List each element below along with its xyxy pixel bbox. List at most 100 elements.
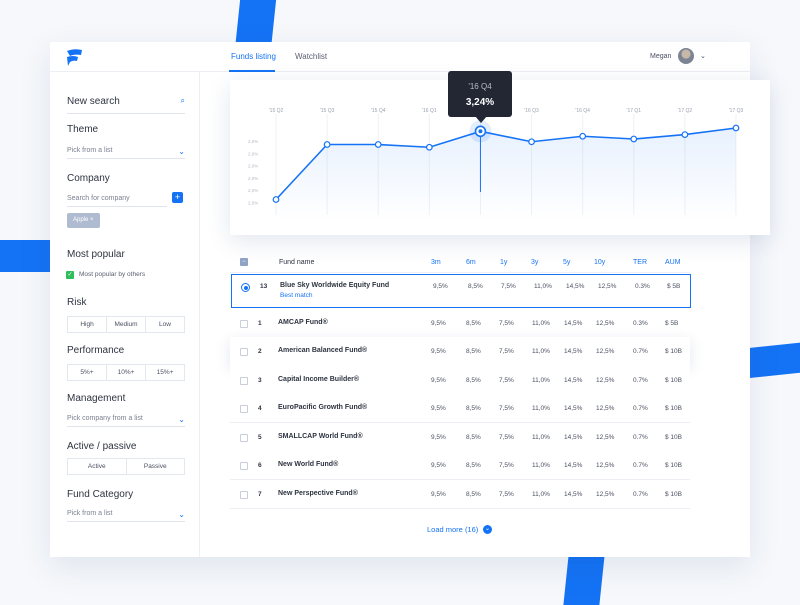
avatar[interactable] xyxy=(678,48,694,64)
cell-aum: $ 10B xyxy=(665,434,682,441)
y-tick-label: 2,0% xyxy=(248,164,258,169)
search-icon[interactable]: ⌕ xyxy=(180,96,185,105)
col-ter[interactable]: TER xyxy=(633,259,647,266)
load-more-link[interactable]: Load more (16) xyxy=(427,525,479,534)
tab-funds-listing[interactable]: Funds listing xyxy=(231,52,276,61)
data-point xyxy=(579,132,587,140)
fund-category-select-value: Pick from a list xyxy=(67,510,113,517)
add-company-button[interactable]: + xyxy=(172,192,183,203)
col-5y[interactable]: 5y xyxy=(563,259,571,266)
col-10y[interactable]: 10y xyxy=(594,259,606,266)
data-point xyxy=(528,138,535,146)
row-checkbox[interactable] xyxy=(240,434,248,442)
row-checkbox[interactable] xyxy=(240,320,248,328)
management-select[interactable]: Pick company from a list ⌄ xyxy=(67,415,185,427)
data-point xyxy=(374,141,382,148)
performance-15-option[interactable]: 15%+ xyxy=(156,369,174,376)
most-popular-heading: Most popular xyxy=(67,249,125,260)
row-number: 5 xyxy=(258,434,262,441)
col-3m[interactable]: 3m xyxy=(431,259,441,266)
company-heading: Company xyxy=(67,173,110,184)
x-tick-label: '16 Q4 xyxy=(575,108,590,114)
tooltip-arrow xyxy=(475,116,487,123)
x-tick-label: '15 Q4 xyxy=(371,108,386,114)
fund-name: New Perspective Fund® xyxy=(278,490,358,497)
cell-y3: 11,0% xyxy=(532,348,550,355)
risk-high-option[interactable]: High xyxy=(68,317,107,332)
chevron-down-icon[interactable]: ⌄ xyxy=(700,53,706,60)
data-point xyxy=(681,131,689,138)
performance-chart-card: '15 Q2'15 Q3'15 Q4'16 Q1'16 Q2'16 Q3'16 … xyxy=(230,80,770,235)
search-input[interactable]: New search ⌕ xyxy=(67,96,185,114)
data-point-core xyxy=(478,129,483,134)
cell-y1: 7,5% xyxy=(499,377,514,384)
row-checkbox[interactable] xyxy=(240,377,248,385)
cell-m3: 9,5% xyxy=(431,405,446,412)
row-checkbox[interactable] xyxy=(240,462,248,470)
performance-10-option[interactable]: 10%+ xyxy=(107,365,146,380)
cell-y1: 7,5% xyxy=(499,405,514,412)
cell-y5: 14,5% xyxy=(564,377,583,384)
cell-aum: $ 5B xyxy=(665,320,679,327)
table-row[interactable]: 3 Capital Income Builder® 9,5% 8,5% 7,5% 11,0… xyxy=(230,366,690,395)
col-3y[interactable]: 3y xyxy=(531,259,539,266)
chevron-down-icon: ⌄ xyxy=(178,415,185,424)
cell-y5: 14,5% xyxy=(564,320,583,327)
company-search-input[interactable]: Search for company xyxy=(67,195,167,207)
table-row[interactable]: 7 New Perspective Fund® 9,5% 8,5% 7,5% 11,0% 1… xyxy=(230,480,690,509)
row-checkbox[interactable] xyxy=(240,491,248,499)
fund-name: New World Fund® xyxy=(278,461,339,468)
cell-y3: 11,0% xyxy=(532,320,550,327)
theme-select[interactable]: Pick from a list ⌄ xyxy=(67,147,185,159)
most-popular-checkbox[interactable]: ✓ xyxy=(66,271,74,279)
series-line xyxy=(275,127,737,201)
col-aum[interactable]: AUM xyxy=(665,259,681,266)
cell-ter: 0.7% xyxy=(633,462,648,469)
fund-category-select[interactable]: Pick from a list ⌄ xyxy=(67,510,185,522)
risk-low-option[interactable]: Low xyxy=(159,321,171,328)
tooltip-quarter: '16 Q4 xyxy=(468,82,492,91)
select-all-checkbox[interactable]: − xyxy=(240,258,248,266)
cell-y1: 7,5% xyxy=(499,320,514,327)
theme-heading: Theme xyxy=(67,124,99,135)
row-checkbox[interactable] xyxy=(240,405,248,413)
table-row[interactable]: 5 SMALLCAP World Fund® 9,5% 8,5% 7,5% 11,0% 14… xyxy=(230,423,690,452)
most-popular-label: Most popular by others xyxy=(79,271,146,278)
chevron-down-icon[interactable]: ⌄ xyxy=(483,525,492,534)
cell-y3: 11,0% xyxy=(534,283,552,290)
chevron-down-icon: ⌄ xyxy=(178,147,185,156)
row-radio[interactable] xyxy=(241,283,250,292)
passive-option[interactable]: Passive xyxy=(143,463,167,470)
decor-stripe xyxy=(563,555,605,605)
col-1y[interactable]: 1y xyxy=(500,259,508,266)
fund-name: Blue Sky Worldwide Equity Fund xyxy=(280,282,390,289)
col-fund-name[interactable]: Fund name xyxy=(279,259,315,266)
row-checkbox[interactable] xyxy=(240,348,248,356)
table-row[interactable]: 4 EuroPacific Growth Fund® 9,5% 8,5% 7,5% 11,… xyxy=(230,394,690,423)
x-tick-label: '15 Q3 xyxy=(320,108,335,114)
table-row[interactable]: 13 Blue Sky Worldwide Equity Fund Best mat… xyxy=(231,274,691,308)
tab-watchlist[interactable]: Watchlist xyxy=(295,52,328,61)
cell-m3: 9,5% xyxy=(431,320,446,327)
management-heading: Management xyxy=(67,393,126,404)
performance-5-option[interactable]: 5%+ xyxy=(68,365,107,380)
active-option[interactable]: Active xyxy=(68,459,127,474)
col-6m[interactable]: 6m xyxy=(466,259,476,266)
decor-stripe xyxy=(0,240,54,272)
company-chip[interactable]: Apple × xyxy=(67,213,100,228)
table-row[interactable]: 6 New World Fund® 9,5% 8,5% 7,5% 11,0% 14,5% 12… xyxy=(230,451,690,480)
cell-ter: 0.7% xyxy=(633,491,648,498)
table-row[interactable]: 2 American Balanced Fund® 9,5% 8,5% 7,5% 11,0… xyxy=(230,337,690,366)
user-name[interactable]: Megan xyxy=(650,53,672,60)
cell-ter: 0.3% xyxy=(633,320,648,327)
cell-m6: 8,5% xyxy=(466,377,481,384)
chart-tooltip: '16 Q4 3,24% xyxy=(448,71,512,117)
table-row[interactable]: 1 AMCAP Fund® 9,5% 8,5% 7,5% 11,0% 14,5% 12,5% 0… xyxy=(230,309,690,338)
cell-aum: $ 10B xyxy=(665,377,682,384)
fund-name: EuroPacific Growth Fund® xyxy=(278,404,368,411)
risk-medium-option[interactable]: Medium xyxy=(107,317,146,332)
cell-y10: 12,5% xyxy=(596,434,615,441)
cell-y5: 14,5% xyxy=(564,348,583,355)
active-tab-underline xyxy=(229,70,275,72)
row-number: 2 xyxy=(258,348,262,355)
